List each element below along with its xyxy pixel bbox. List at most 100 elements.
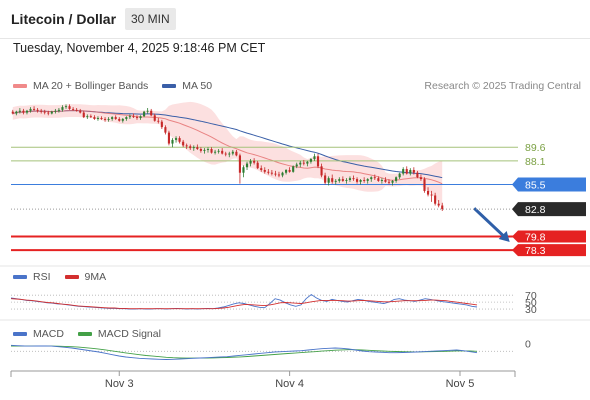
- candle-body: [341, 179, 344, 181]
- candle-body: [384, 180, 387, 182]
- candle-body: [426, 190, 430, 195]
- candle-body: [40, 110, 43, 112]
- candle-body: [235, 151, 238, 156]
- legend-ma50: MA 50: [162, 80, 212, 92]
- support-tag-4: [512, 244, 586, 257]
- candle-body: [256, 162, 259, 169]
- candle-body: [47, 112, 50, 114]
- rsi-level-label-0: 70: [525, 290, 537, 302]
- candle-body: [214, 151, 217, 153]
- candle-body: [238, 155, 241, 173]
- candle-body: [363, 180, 366, 181]
- candle-body: [121, 118, 124, 121]
- candle-body: [192, 147, 195, 149]
- support-label-3: 79.8: [525, 231, 546, 243]
- legend-rsi: RSI: [13, 271, 51, 283]
- candle-body: [54, 110, 57, 112]
- rsi-level-label-1: 50: [525, 297, 537, 309]
- candle-body: [64, 106, 68, 108]
- candle-body: [182, 141, 185, 146]
- macd-line: [10, 344, 478, 360]
- candle-body: [263, 169, 266, 172]
- candle-body: [409, 169, 412, 174]
- price-legend: MA 20 + Bollinger Bands MA 50: [13, 80, 226, 92]
- candle-body: [22, 110, 25, 113]
- candle-body: [348, 178, 352, 180]
- candle-body: [288, 169, 291, 172]
- macd-zero-label: 0: [525, 338, 531, 350]
- legend-ma50-swatch: [162, 84, 177, 88]
- candle-body: [107, 118, 110, 120]
- candle-body: [366, 179, 369, 181]
- timeframe-badge[interactable]: 30 MIN: [125, 8, 176, 30]
- last-price-label: 82.8: [525, 204, 546, 216]
- instrument-title: Litecoin / Dollar: [11, 11, 117, 27]
- candle-body: [345, 180, 348, 181]
- candle-body: [281, 172, 284, 176]
- candle-body: [157, 120, 160, 122]
- resistance-label-0: 89.6: [525, 142, 546, 154]
- candle-body: [164, 127, 167, 133]
- support-tag-3: [512, 230, 586, 243]
- candle-body: [306, 161, 309, 164]
- candle-body: [412, 169, 415, 173]
- candle-body: [25, 110, 29, 113]
- candle-body: [111, 117, 114, 119]
- candle-body: [103, 118, 107, 120]
- ma20-line: [12, 110, 443, 185]
- candle-body: [292, 166, 295, 172]
- candle-body: [75, 109, 78, 111]
- candle-body: [160, 121, 163, 128]
- candle-body: [125, 117, 128, 119]
- candle-body: [196, 147, 199, 150]
- pivot-label: 85.5: [525, 180, 546, 192]
- candle-body: [377, 178, 380, 181]
- legend-macd-label: MACD: [33, 328, 64, 340]
- candle-body: [416, 172, 419, 178]
- candle-body: [86, 116, 89, 118]
- candle-body: [437, 203, 440, 206]
- last-price-tag: [512, 202, 586, 217]
- candle-body: [338, 179, 341, 181]
- candle-body: [167, 132, 171, 144]
- candle-body: [217, 150, 220, 152]
- candle-body: [100, 118, 103, 119]
- candle-body: [82, 112, 85, 118]
- candle-body: [15, 111, 18, 114]
- candle-body: [387, 181, 391, 183]
- candle-body: [419, 177, 423, 180]
- legend-macd-signal-label: MACD Signal: [97, 328, 161, 340]
- candle-body: [171, 139, 174, 144]
- candle-body: [132, 116, 135, 118]
- candle-body: [395, 177, 398, 181]
- candle-body: [405, 169, 408, 174]
- candle-body: [61, 107, 64, 110]
- candle-body: [327, 178, 330, 183]
- candle-body: [277, 174, 281, 176]
- candle-body: [228, 153, 231, 155]
- legend-macd-signal-swatch: [77, 332, 92, 336]
- candle-body: [18, 110, 21, 112]
- candle-body: [139, 116, 142, 119]
- research-credit: Research © 2025 Trading Central: [424, 80, 581, 92]
- time-label-2: Nov 5: [446, 378, 475, 390]
- pivot-tag: [512, 177, 586, 192]
- candle-body: [89, 116, 92, 118]
- candle-body: [143, 111, 146, 117]
- forecast-arrow-shaft: [473, 207, 507, 240]
- legend-macd-swatch: [13, 332, 27, 336]
- candle-body: [118, 118, 121, 121]
- candle-body: [153, 115, 156, 121]
- macd-signal-line: [11, 345, 478, 359]
- rsi-ma-line: [10, 298, 478, 310]
- candle-body: [57, 109, 60, 111]
- candle-body: [391, 180, 394, 183]
- candle-body: [260, 168, 263, 170]
- rsi-level-label-2: 30: [525, 304, 537, 316]
- bollinger-band: [12, 101, 443, 208]
- candle-body: [434, 195, 437, 204]
- legend-rsi-ma-swatch: [64, 275, 79, 279]
- resistance-label-1: 88.1: [525, 156, 546, 168]
- candle-body: [249, 160, 252, 164]
